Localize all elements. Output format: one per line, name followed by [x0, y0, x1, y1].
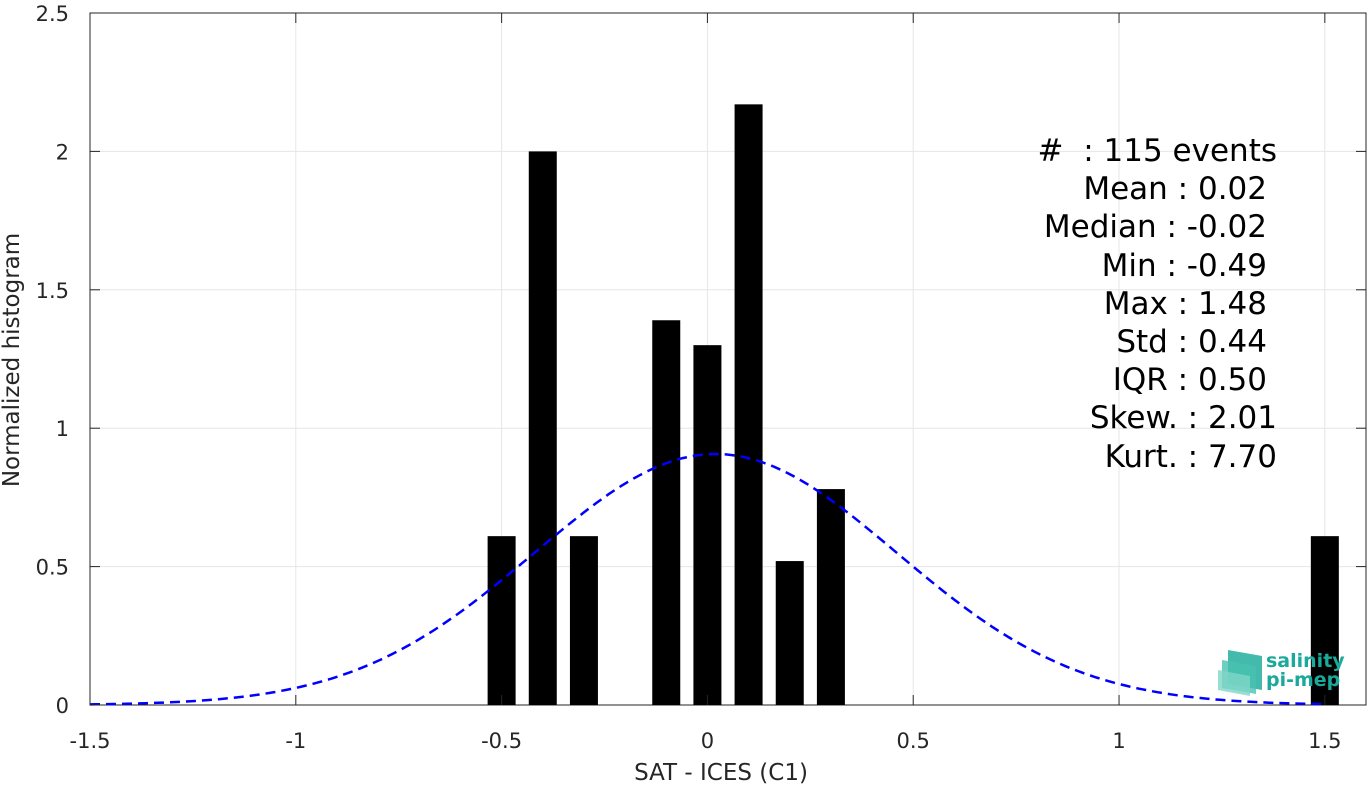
stats-events: # : 115 events	[1038, 133, 1277, 169]
histogram-bar	[528, 151, 557, 705]
y-axis-ticks: 0 0.5 1 1.5 2 2.5	[36, 2, 1366, 718]
x-tick-label: 1.5	[1308, 729, 1341, 753]
stats-min: Min : -0.49	[1102, 248, 1267, 284]
x-axis-label: SAT - ICES (C1)	[634, 760, 808, 785]
stats-mean: Mean : 0.02	[1083, 171, 1267, 207]
y-tick-label: 0	[56, 694, 69, 718]
histogram-bar	[816, 489, 845, 705]
x-tick-label: 0.5	[897, 729, 930, 753]
stats-skew: Skew. : 2.01	[1090, 400, 1277, 436]
histogram-bar	[569, 536, 598, 705]
histogram-bar	[693, 345, 722, 705]
y-tick-label: 2.5	[36, 2, 69, 26]
y-tick-label: 1	[56, 417, 69, 441]
y-axis-label: Normalized histogram	[0, 233, 25, 487]
stats-max: Max : 1.48	[1104, 286, 1267, 322]
stats-median: Median : -0.02	[1044, 209, 1267, 245]
plot-area-border	[89, 12, 1367, 706]
logo-line1: salinity	[1266, 650, 1345, 672]
x-tick-label: -1	[285, 729, 306, 753]
stats-kurt: Kurt. : 7.70	[1105, 439, 1277, 475]
histogram-bar	[775, 561, 804, 705]
histogram-bar	[734, 104, 763, 706]
stats-panel: # : 115 events Mean : 0.02 Median : -0.0…	[1038, 133, 1277, 475]
y-tick-label: 1.5	[36, 279, 69, 303]
salinity-pimep-logo: salinity pi-mep	[1218, 650, 1345, 696]
histogram-bar	[652, 320, 681, 705]
histogram-bar	[487, 536, 516, 705]
y-tick-label: 0.5	[36, 556, 69, 580]
histogram-bars	[487, 104, 1339, 706]
x-axis-ticks: -1.5 -1 -0.5 0 0.5 1 1.5	[70, 13, 1342, 753]
histogram-bar	[1310, 536, 1339, 705]
x-tick-label: 1	[1112, 729, 1125, 753]
x-tick-label: 0	[701, 729, 714, 753]
stats-std: Std : 0.44	[1116, 324, 1267, 360]
logo-wave-icon	[1218, 650, 1262, 696]
x-tick-label: -0.5	[481, 729, 522, 753]
x-tick-label: -1.5	[70, 729, 111, 753]
y-tick-label: 2	[56, 140, 69, 164]
logo-line2: pi-mep	[1266, 669, 1340, 691]
stats-iqr: IQR : 0.50	[1113, 362, 1267, 398]
